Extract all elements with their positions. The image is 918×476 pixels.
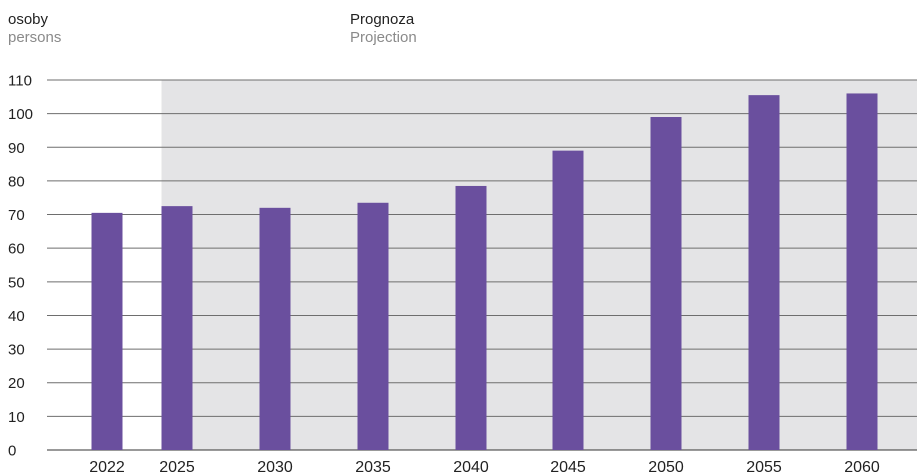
x-tick-label: 2040 <box>453 459 489 476</box>
bar <box>748 95 780 451</box>
x-tick-label: 2030 <box>257 459 293 476</box>
bar <box>161 206 193 450</box>
y-tick-label: 40 <box>8 308 25 325</box>
bar <box>650 117 682 450</box>
y-tick-label: 70 <box>8 207 25 224</box>
projection-label-en: Projection <box>350 29 417 46</box>
y-tick-label: 110 <box>8 73 32 90</box>
x-tick-label: 2060 <box>844 459 880 476</box>
bar <box>455 185 487 451</box>
x-tick-label: 2050 <box>648 459 684 476</box>
bar <box>552 150 584 451</box>
y-tick-label: 50 <box>8 274 25 291</box>
x-tick-label: 2025 <box>159 459 195 476</box>
y-tick-label: 60 <box>8 241 25 258</box>
y-tick-label: 20 <box>8 375 25 392</box>
bar <box>91 212 123 450</box>
x-tick-label: 2022 <box>89 459 125 476</box>
x-tick-label: 2055 <box>746 459 782 476</box>
bar <box>846 93 878 451</box>
y-tick-label: 80 <box>8 173 25 190</box>
y-tick-label: 100 <box>8 106 33 123</box>
x-tick-label: 2045 <box>550 459 586 476</box>
bar <box>259 207 291 450</box>
y-tick-label: 90 <box>8 140 25 157</box>
unit-label-pl: osoby <box>8 11 49 28</box>
y-tick-label: 0 <box>8 443 16 460</box>
x-tick-label: 2035 <box>355 459 391 476</box>
projection-label-pl: Prognoza <box>350 11 415 28</box>
bar <box>357 202 389 450</box>
y-tick-label: 30 <box>8 342 25 359</box>
unit-label-en: persons <box>8 29 62 46</box>
y-tick-label: 10 <box>8 409 25 426</box>
